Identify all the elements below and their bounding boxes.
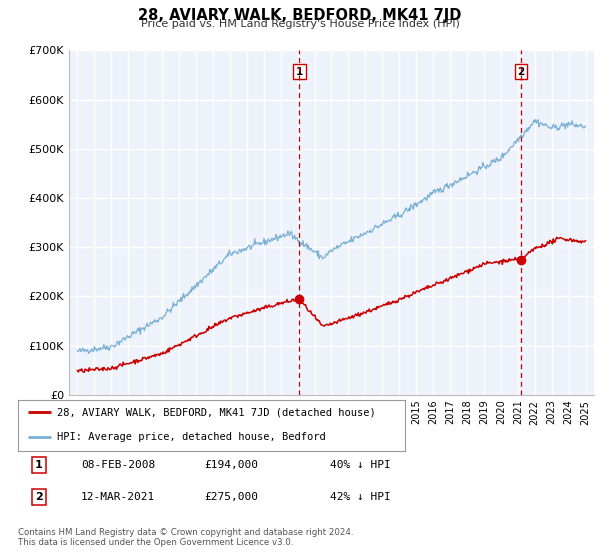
Text: 1: 1 [35,460,43,470]
Text: Contains HM Land Registry data © Crown copyright and database right 2024.
This d: Contains HM Land Registry data © Crown c… [18,528,353,547]
Text: HPI: Average price, detached house, Bedford: HPI: Average price, detached house, Bedf… [57,432,325,442]
Text: £275,000: £275,000 [204,492,258,502]
Text: 2: 2 [518,67,525,77]
Text: 12-MAR-2021: 12-MAR-2021 [81,492,155,502]
Text: £194,000: £194,000 [204,460,258,470]
Text: 28, AVIARY WALK, BEDFORD, MK41 7JD (detached house): 28, AVIARY WALK, BEDFORD, MK41 7JD (deta… [57,408,376,418]
Text: 08-FEB-2008: 08-FEB-2008 [81,460,155,470]
Text: Price paid vs. HM Land Registry's House Price Index (HPI): Price paid vs. HM Land Registry's House … [140,19,460,29]
Text: 1: 1 [296,67,303,77]
Text: 2: 2 [35,492,43,502]
Text: 42% ↓ HPI: 42% ↓ HPI [330,492,391,502]
Text: 40% ↓ HPI: 40% ↓ HPI [330,460,391,470]
Text: 28, AVIARY WALK, BEDFORD, MK41 7JD: 28, AVIARY WALK, BEDFORD, MK41 7JD [139,8,461,24]
